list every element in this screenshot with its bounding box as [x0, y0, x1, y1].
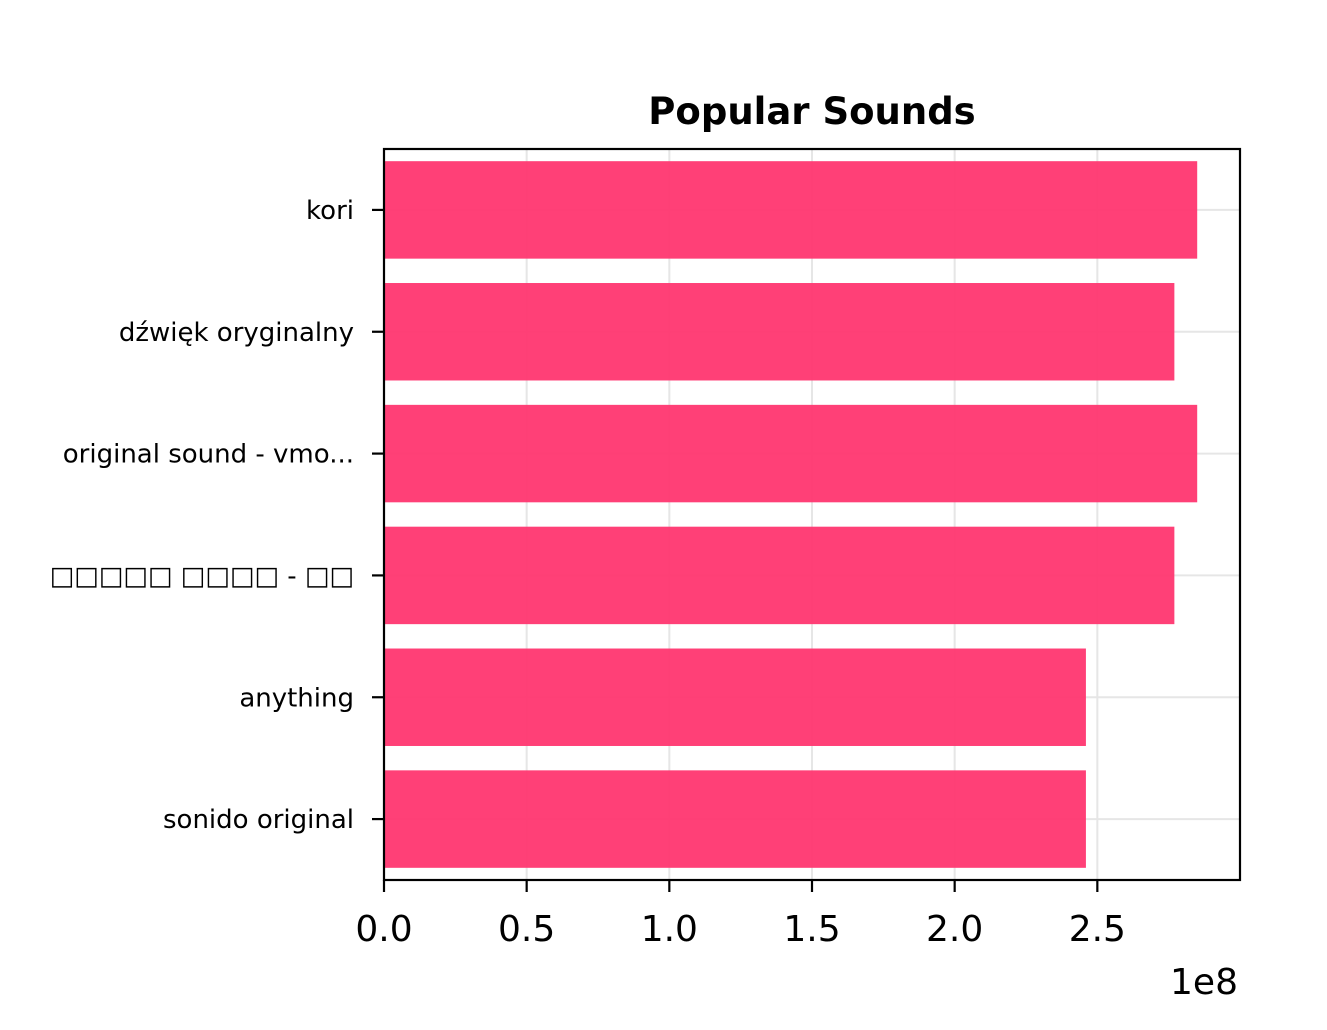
y-tick-label: kori	[306, 196, 354, 226]
x-tick-label: 2.0	[926, 909, 983, 950]
bar	[384, 648, 1086, 746]
y-axis-ticks: kori dźwięk oryginalny original sound - vm…	[50, 196, 384, 835]
y-tick-label: dźwięk oryginalny	[119, 318, 354, 348]
bar	[384, 404, 1198, 503]
x-tick-label: 0.5	[498, 909, 555, 950]
bar	[384, 770, 1086, 868]
x-tick-label: 1.5	[783, 909, 840, 950]
bar	[384, 526, 1175, 625]
x-axis-ticks: 0.0 0.5 1.0 1.5 2.0 2.5	[355, 880, 1126, 950]
y-tick-label: sonido original	[163, 805, 354, 835]
x-tick-label: 1.0	[641, 909, 698, 950]
y-tick-label: anything	[239, 683, 354, 713]
bars	[384, 161, 1198, 868]
bar	[384, 161, 1198, 259]
x-tick-label: 2.5	[1069, 909, 1126, 950]
x-tick-label: 0.0	[355, 909, 412, 950]
chart-title: Popular Sounds	[648, 90, 975, 133]
bar	[384, 283, 1175, 381]
y-tick-label: □□□□□ □□□□ - □□	[50, 561, 354, 591]
y-tick-label: original sound - vmo...	[63, 440, 354, 470]
x-axis-offset-label: 1e8	[1170, 962, 1238, 1003]
